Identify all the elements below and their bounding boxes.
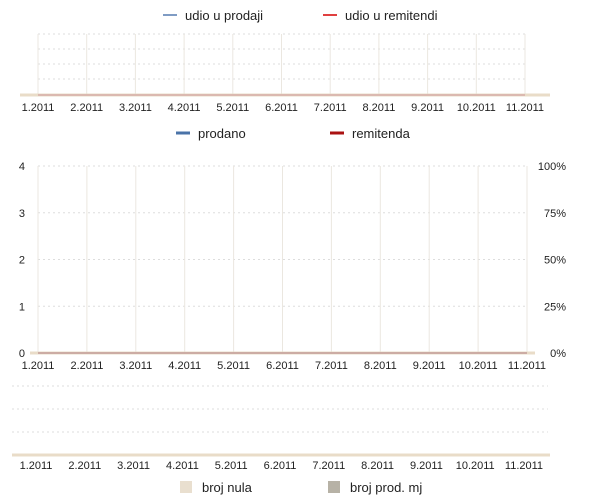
x-tick-label: 2.2011 [70, 360, 103, 372]
legend-label-1: broj nula [202, 480, 253, 495]
legend-label-2: udio u remitendi [345, 8, 438, 23]
x-tick-label: 5.2011 [217, 360, 250, 372]
x-tick-label: 3.2011 [119, 360, 152, 372]
x-tick-label: 1.2011 [22, 360, 55, 372]
legend-label-1: udio u prodaji [185, 8, 263, 23]
x-tick-label: 8.2011 [361, 460, 394, 472]
chart-1: udio u prodaji udio u remitendi 1.2011 2.20… [20, 8, 550, 114]
y2-tick-label: 100% [538, 161, 566, 173]
x-tick-label: 6.2011 [264, 460, 297, 472]
x-tick-label: 4.2011 [168, 360, 201, 372]
chart-2: prodano remitenda 0 1 2 3 4 0% 25% 50% 75% 100% 1.20… [19, 126, 566, 372]
x-tick-label: 2.2011 [70, 102, 103, 114]
y2-tick-label: 75% [544, 208, 566, 220]
y-tick-label: 1 [19, 301, 25, 313]
x-tick-label: 10.2011 [456, 460, 495, 472]
x-tick-label: 9.2011 [413, 360, 446, 372]
y-tick-label: 2 [19, 255, 25, 267]
y2-tick-label: 0% [550, 348, 566, 360]
y-tick-label: 3 [19, 208, 25, 220]
legend-label-2: broj prod. mj [350, 480, 422, 495]
legend-label-2: remitenda [352, 126, 411, 141]
legend-label-1: prodano [198, 126, 246, 141]
y2-tick-label: 50% [544, 255, 566, 267]
x-tick-label: 2.2011 [68, 460, 101, 472]
y-tick-label: 4 [19, 161, 25, 173]
x-tick-label: 9.2011 [410, 460, 443, 472]
legend-swatch-1 [180, 481, 192, 493]
x-tick-label: 5.2011 [216, 102, 249, 114]
x-tick-label: 4.2011 [168, 102, 201, 114]
x-tick-label: 8.2011 [362, 102, 395, 114]
x-tick-label: 11.2011 [508, 360, 546, 372]
x-tick-label: 6.2011 [266, 360, 299, 372]
x-tick-label: 10.2011 [457, 102, 496, 114]
x-tick-label: 7.2011 [314, 102, 347, 114]
x-tick-label: 11.2011 [505, 460, 543, 472]
chart-3: 1.2011 2.2011 3.2011 4.2011 5.2011 6.2011 7.20… [12, 385, 550, 495]
legend-swatch-2 [328, 481, 340, 493]
x-tick-label: 11.2011 [506, 102, 544, 114]
x-tick-label: 9.2011 [411, 102, 444, 114]
y-tick-label: 0 [19, 348, 25, 360]
x-tick-label: 3.2011 [119, 102, 152, 114]
x-tick-label: 8.2011 [364, 360, 397, 372]
y2-tick-label: 25% [544, 301, 566, 313]
x-tick-label: 10.2011 [459, 360, 498, 372]
x-tick-label: 4.2011 [166, 460, 199, 472]
x-tick-label: 1.2011 [22, 102, 55, 114]
x-tick-label: 1.2011 [20, 460, 53, 472]
x-tick-label: 5.2011 [215, 460, 248, 472]
x-tick-label: 6.2011 [265, 102, 298, 114]
x-tick-label: 7.2011 [312, 460, 345, 472]
x-tick-label: 7.2011 [315, 360, 348, 372]
x-tick-label: 3.2011 [117, 460, 150, 472]
